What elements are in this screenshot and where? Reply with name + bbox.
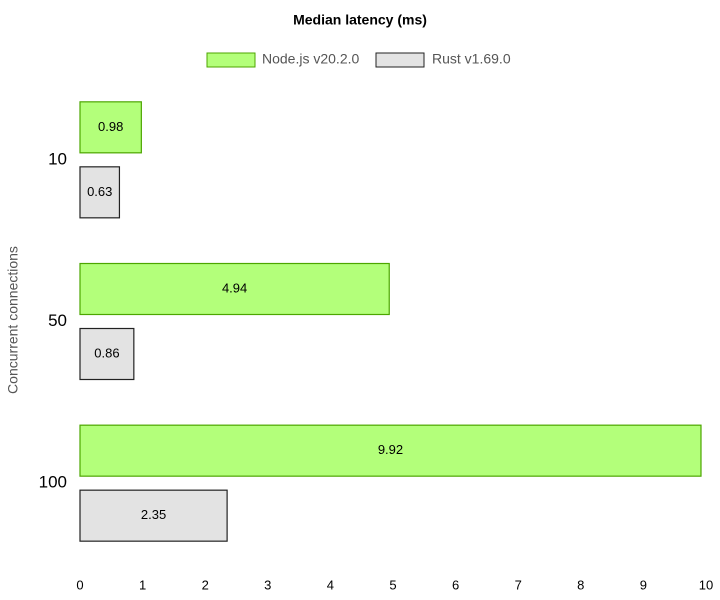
y-tick-label: 100 [39,473,67,492]
bar-value-label: 9.92 [378,442,403,457]
x-tick-label: 10 [699,577,713,592]
bar [79,262,390,316]
x-tick-label: 2 [202,577,209,592]
bar-value-label: 4.94 [222,280,247,295]
bar-value-label: 2.35 [141,507,166,522]
x-tick-label: 1 [139,577,146,592]
legend-label: Node.js v20.2.0 [262,51,359,67]
legend-swatch [375,52,425,68]
x-tick-label: 0 [76,577,83,592]
y-axis-label: Concurrent connections [5,246,21,394]
bar [79,424,702,477]
legend-swatch [206,52,256,68]
legend-label: Rust v1.69.0 [432,51,511,67]
x-tick-label: 7 [515,577,522,592]
x-tick-label: 3 [264,577,271,592]
bar [79,327,135,381]
bar-value-label: 0.63 [87,184,112,199]
x-tick-label: 6 [452,577,459,592]
x-tick-label: 4 [327,577,334,592]
x-tick-label: 5 [389,577,396,592]
bar-value-label: 0.86 [94,345,119,360]
y-tick-label: 50 [48,311,67,330]
x-tick-label: 9 [640,577,647,592]
y-tick-label: 10 [48,149,67,168]
x-tick-label: 8 [577,577,584,592]
bar-value-label: 0.98 [98,119,123,134]
chart-title: Median latency (ms) [293,12,427,28]
bar [79,166,121,219]
bar [79,101,142,154]
bar [79,489,228,542]
